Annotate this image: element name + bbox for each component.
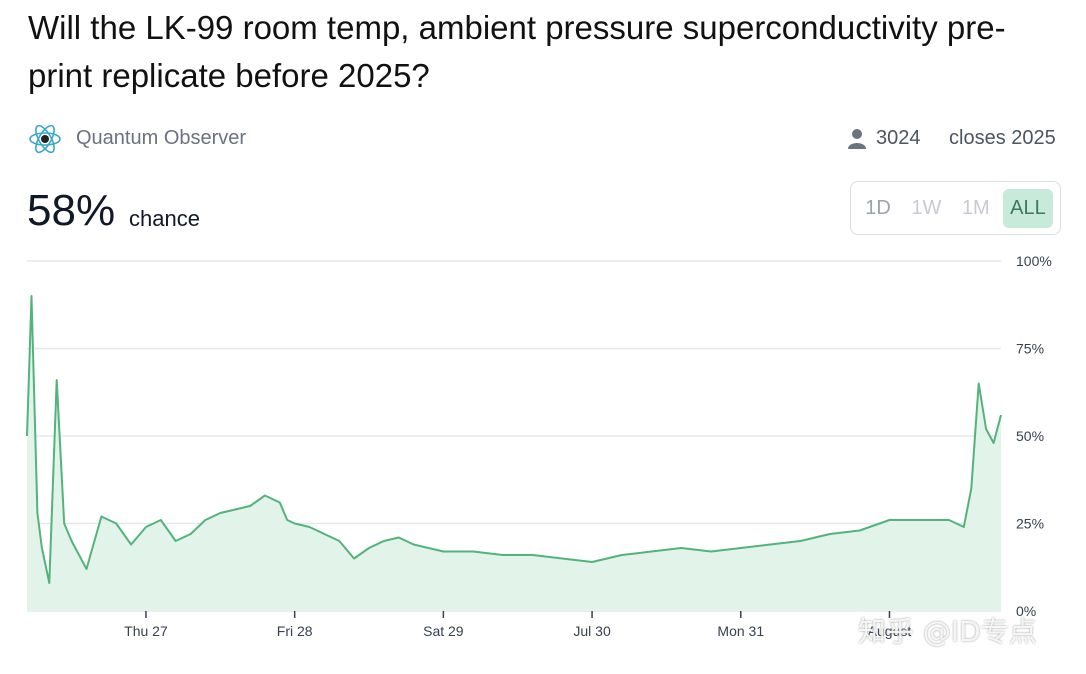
y-tick-label: 0% xyxy=(1016,603,1036,619)
x-tick-label: Mon 31 xyxy=(717,623,764,639)
y-tick-label: 75% xyxy=(1016,341,1044,357)
author-name[interactable]: Quantum Observer xyxy=(76,127,247,149)
probability: 58% xyxy=(27,186,116,235)
area-fill xyxy=(27,296,1001,611)
author-avatar xyxy=(29,124,61,154)
x-tick-label: Fri 28 xyxy=(277,623,313,639)
x-tick-label: Thu 27 xyxy=(124,623,168,639)
range-button[interactable]: 1W xyxy=(911,196,942,219)
market-title: Will the LK-99 room temp, ambient pressu… xyxy=(28,9,1006,94)
probability-suffix: chance xyxy=(129,206,200,231)
chart: 0% 25% 50% 75% 100% Thu 27 Fri 28 Sat 29 Jul 30 M… xyxy=(26,253,1052,639)
probability-line xyxy=(26,295,1002,584)
y-tick-label: 50% xyxy=(1016,428,1044,444)
traders-icon xyxy=(848,129,866,149)
x-tick-label: August xyxy=(868,623,912,639)
range-button[interactable]: 1D xyxy=(865,196,891,219)
y-tick-label: 100% xyxy=(1016,253,1052,269)
y-tick-label: 25% xyxy=(1016,516,1044,532)
watermark: 知乎 @ID专点 xyxy=(858,615,1037,648)
traders-count: 3024 xyxy=(876,127,921,149)
x-tick-label: Sat 29 xyxy=(423,623,464,639)
range-selector: 1D 1W 1M ALL xyxy=(850,181,1061,235)
close-date: closes 2025 xyxy=(949,127,1056,149)
x-tick-label: Jul 30 xyxy=(573,623,611,639)
range-button[interactable]: ALL xyxy=(1003,188,1053,228)
range-button[interactable]: 1M xyxy=(961,196,990,219)
